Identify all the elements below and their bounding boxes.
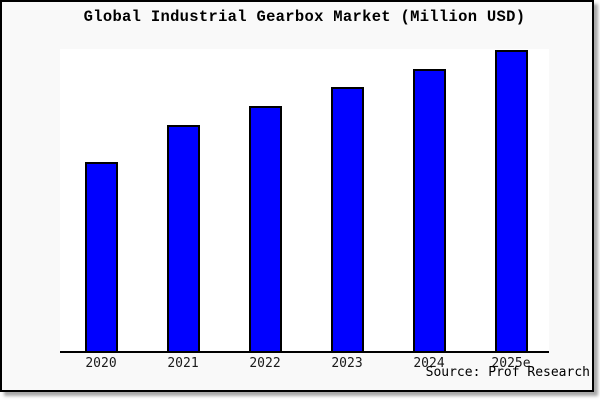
x-tick-label: 2024 <box>413 356 445 371</box>
x-tick-label: 2022 <box>249 356 281 371</box>
bar-2025e <box>494 50 528 351</box>
chart-frame: Global Industrial Gearbox Market (Millio… <box>0 0 594 392</box>
bar-2020 <box>84 162 118 351</box>
plot-area <box>60 49 549 353</box>
source-note: Source: Prof Research <box>425 365 590 380</box>
bar-2022 <box>248 106 282 351</box>
bar-2024 <box>412 69 446 351</box>
x-tick-label: 2020 <box>85 356 117 371</box>
x-tick-label: 2025e <box>491 356 531 371</box>
x-tick-label: 2023 <box>331 356 363 371</box>
bar-2021 <box>166 125 200 351</box>
x-tick-label: 2021 <box>167 356 199 371</box>
bar-2023 <box>330 87 364 351</box>
chart-title: Global Industrial Gearbox Market (Millio… <box>83 8 526 26</box>
